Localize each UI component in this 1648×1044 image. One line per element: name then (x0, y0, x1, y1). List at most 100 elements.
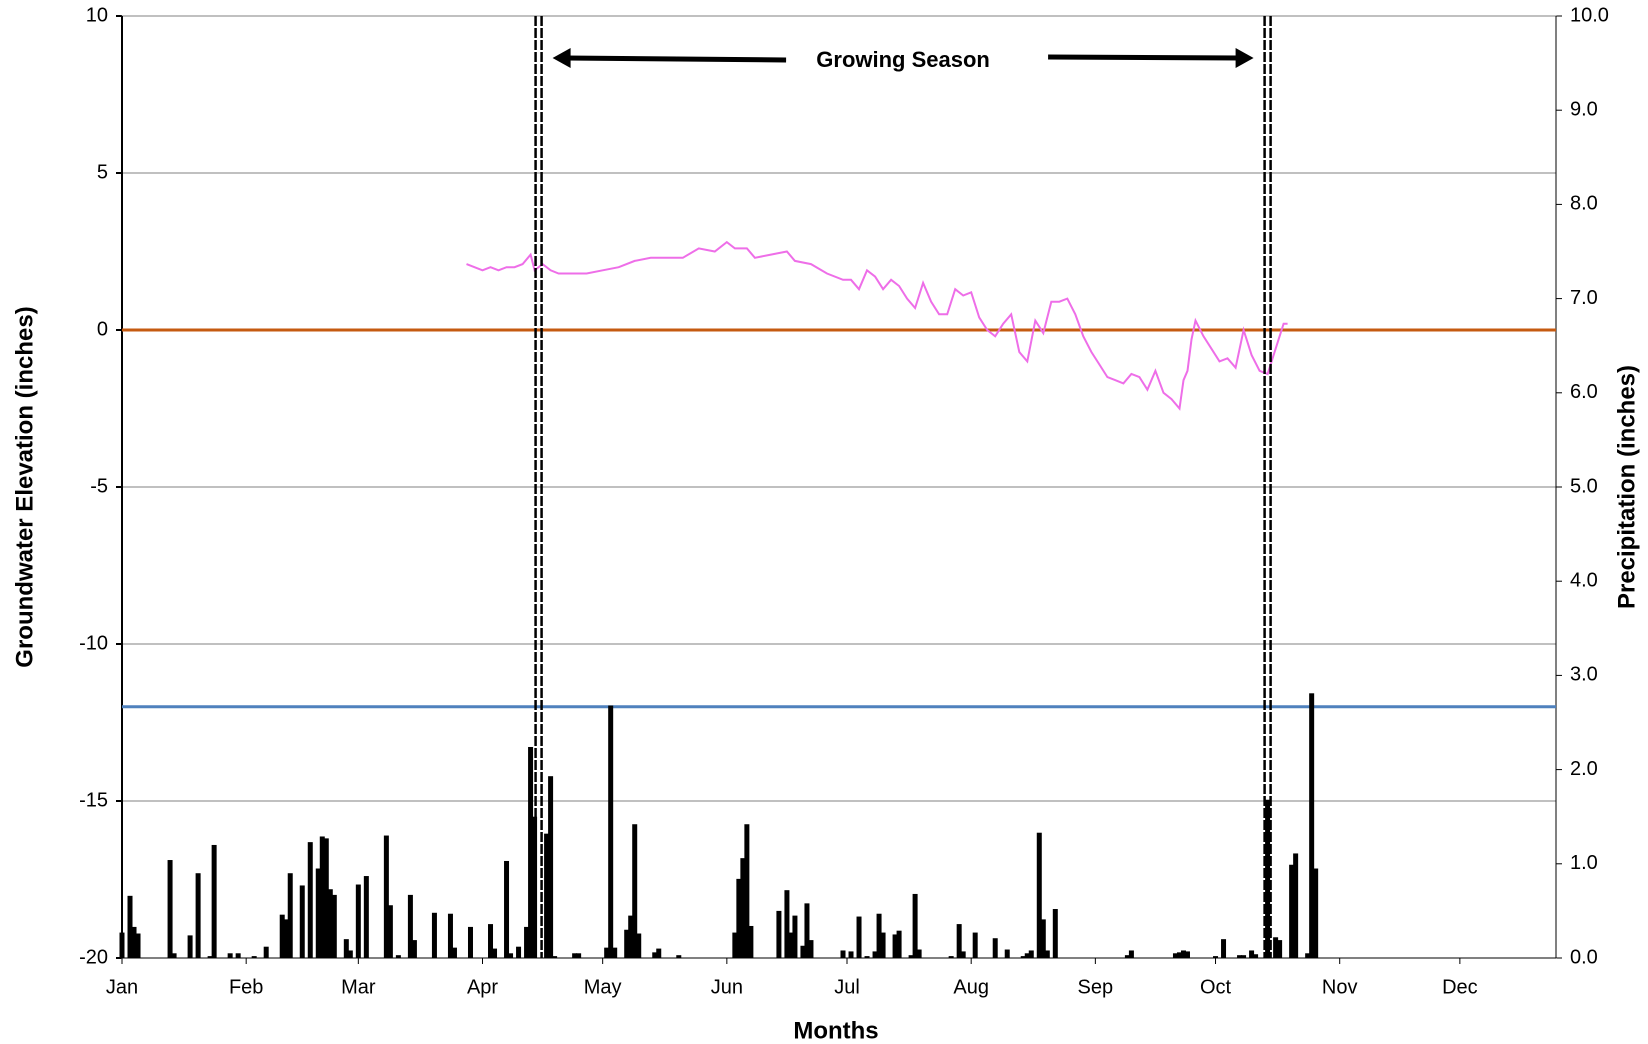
precip-bar (516, 946, 522, 958)
precip-bar (1289, 864, 1295, 958)
precip-bar (1213, 956, 1219, 958)
precip-bar (612, 947, 618, 958)
x-tick-label: Sep (1078, 976, 1114, 998)
precip-bar (343, 939, 349, 958)
precip-bar (652, 952, 658, 958)
precip-bar (916, 949, 922, 958)
y2-tick-label: 3.0 (1570, 664, 1598, 686)
precip-bar (1040, 919, 1046, 958)
precip-bar (896, 930, 902, 958)
precip-bar (748, 925, 754, 958)
precip-bar (1237, 955, 1243, 958)
precip-bar (572, 953, 578, 958)
x-tick-label: Feb (229, 976, 263, 998)
y2-tick-label: 9.0 (1570, 98, 1598, 120)
arrow-head (552, 48, 571, 68)
precip-bar (1052, 909, 1058, 958)
y-tick-label: -15 (79, 789, 108, 811)
precip-bar (544, 833, 550, 958)
precip-bar (1124, 955, 1130, 958)
x-tick-label: Nov (1322, 976, 1358, 998)
precip-bar (279, 914, 285, 958)
precip-bar (1293, 853, 1299, 958)
y-tick-label: 5 (97, 161, 108, 183)
precip-bar (1277, 940, 1283, 958)
precip-bar (744, 824, 750, 958)
y2-tick-label: 7.0 (1570, 287, 1598, 309)
x-tick-label: Oct (1200, 976, 1232, 998)
precip-bar (363, 876, 369, 958)
precip-bar (864, 956, 870, 958)
precip-bar (792, 915, 798, 958)
y2-tick-label: 5.0 (1570, 475, 1598, 497)
precip-bar (383, 835, 389, 958)
precip-bar (800, 945, 806, 958)
precip-bar (1309, 693, 1315, 958)
precip-bar (263, 946, 269, 958)
precip-bar (319, 836, 325, 958)
precip-bar (504, 860, 510, 958)
precip-bar (960, 951, 966, 958)
precip-bar (127, 895, 133, 958)
precip-bar (776, 910, 782, 958)
precip-bar (628, 915, 634, 958)
precip-bar (327, 889, 333, 958)
precip-bar (235, 953, 241, 958)
y2-tick-label: 4.0 (1570, 569, 1598, 591)
y-tick-label: -5 (90, 475, 108, 497)
arrow-head (1235, 48, 1254, 68)
precip-bar (299, 885, 305, 958)
y2-tick-label: 10.0 (1570, 4, 1609, 26)
arrow-shaft (566, 55, 787, 63)
precip-bar (804, 903, 810, 958)
y2-tick-label: 2.0 (1570, 758, 1598, 780)
precip-bar (1249, 950, 1255, 958)
x-tick-label: May (584, 976, 622, 998)
y2-tick-label: 1.0 (1570, 852, 1598, 874)
precip-bar (355, 884, 361, 958)
precip-bar (171, 953, 177, 958)
precip-bar (347, 950, 353, 958)
x-axis-title: Months (793, 1017, 878, 1044)
precip-bar (956, 924, 962, 958)
annotation: Growing Season (816, 47, 990, 72)
precip-bar (788, 932, 794, 958)
precip-bar (508, 953, 514, 958)
x-tick-label: Jul (834, 976, 860, 998)
precip-bar (992, 938, 998, 958)
precip-bar (1273, 937, 1279, 958)
x-tick-label: Aug (953, 976, 989, 998)
precip-bar (387, 905, 393, 958)
precip-bar (307, 842, 313, 958)
x-tick-label: Mar (341, 976, 376, 998)
precip-bar (207, 956, 213, 958)
precip-bar (632, 824, 638, 958)
arrow-shaft (1048, 54, 1240, 61)
precip-bar (187, 935, 193, 958)
precip-bar (131, 926, 137, 958)
precip-bar (552, 956, 558, 958)
precip-bar (740, 858, 746, 958)
x-tick-label: Jun (711, 976, 743, 998)
x-tick-label: Dec (1442, 976, 1478, 998)
precip-bar (1265, 799, 1271, 958)
precip-bar (676, 955, 682, 958)
precip-bar (287, 873, 293, 958)
x-tick-label: Jan (106, 976, 138, 998)
precip-bar (736, 878, 742, 958)
precip-bar (1184, 951, 1190, 958)
precip-bar (548, 776, 554, 958)
y-axis-title: Groundwater Elevation (inches) (11, 306, 38, 667)
precip-bar (636, 933, 642, 958)
precip-bar (624, 929, 630, 958)
precip-bar (872, 951, 878, 958)
y-tick-label: 10 (86, 4, 108, 26)
precip-bar (492, 948, 498, 958)
y2-axis-title: Precipitation (inches) (1613, 365, 1640, 609)
precip-bar (488, 924, 494, 958)
precip-bar (1024, 953, 1030, 958)
y2-tick-label: 8.0 (1570, 193, 1598, 215)
precip-bar (1044, 950, 1050, 958)
x-tick-label: Apr (467, 976, 498, 998)
precip-bar (135, 933, 141, 958)
